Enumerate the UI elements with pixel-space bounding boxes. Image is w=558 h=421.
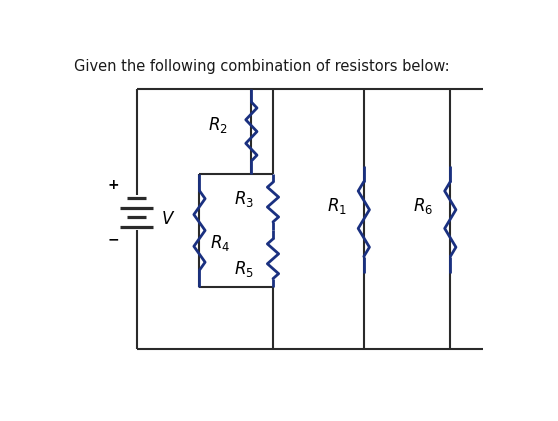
- Text: $R_3$: $R_3$: [233, 189, 253, 209]
- Text: −: −: [107, 232, 119, 246]
- Text: $R_2$: $R_2$: [208, 115, 228, 135]
- Text: $R_4$: $R_4$: [210, 233, 230, 253]
- Text: $R_1$: $R_1$: [326, 196, 347, 216]
- Text: $R_5$: $R_5$: [234, 258, 253, 279]
- Text: +: +: [107, 178, 119, 192]
- Text: $R_6$: $R_6$: [413, 196, 433, 216]
- Text: Given the following combination of resistors below:: Given the following combination of resis…: [74, 59, 450, 74]
- Text: $V$: $V$: [161, 210, 175, 228]
